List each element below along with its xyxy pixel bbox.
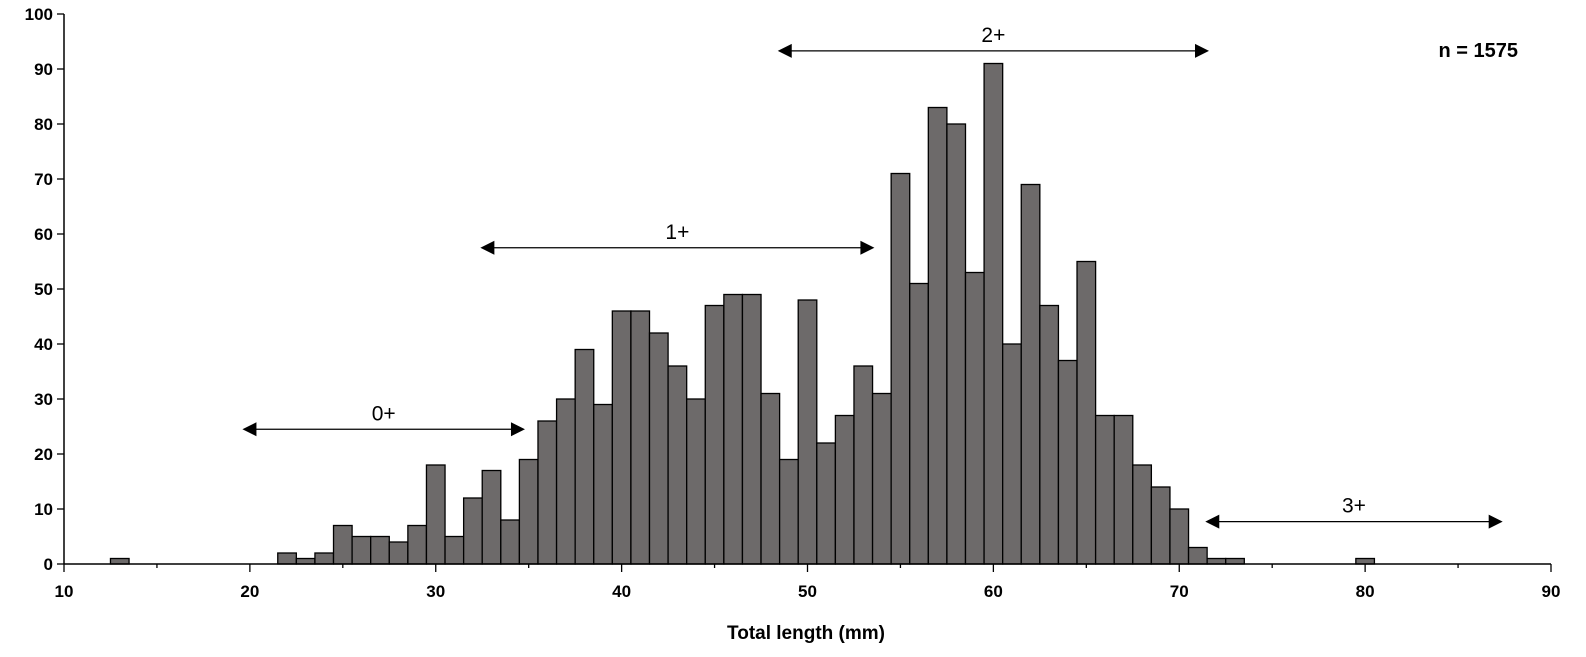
x-tick-label: 20 bbox=[240, 582, 259, 601]
histogram-bar bbox=[946, 123, 967, 565]
histogram-bar bbox=[871, 392, 892, 565]
age-class-label: 2+ bbox=[981, 24, 1005, 47]
histogram-bar bbox=[537, 420, 558, 565]
age-class-annotation: 3+ bbox=[1205, 495, 1503, 529]
x-tick-label: 60 bbox=[984, 582, 1003, 601]
age-class-arrows: 0+ 1+ 2+ 3+ bbox=[242, 24, 1503, 529]
arrow-head-right bbox=[1194, 43, 1209, 58]
histogram-bar bbox=[109, 557, 130, 565]
histogram-bar bbox=[481, 469, 502, 565]
x-tick-label: 50 bbox=[798, 582, 817, 601]
histogram-bar bbox=[518, 458, 539, 565]
histogram-bar bbox=[500, 519, 521, 565]
age-class-annotation: 2+ bbox=[777, 24, 1209, 58]
histogram-bar bbox=[741, 293, 762, 565]
age-class-label: 3+ bbox=[1342, 495, 1366, 518]
histogram-bar bbox=[407, 524, 428, 565]
histogram-bar bbox=[388, 541, 409, 565]
histogram-bar bbox=[983, 62, 1004, 565]
x-tick-label: 90 bbox=[1542, 582, 1561, 601]
histogram-bar bbox=[574, 348, 595, 565]
age-class-annotation: 0+ bbox=[242, 402, 525, 437]
histogram-bar bbox=[909, 282, 929, 565]
histogram-bar bbox=[444, 535, 465, 565]
histogram-bar bbox=[277, 552, 297, 565]
y-tick-label: 80 bbox=[34, 115, 53, 134]
age-class-label: 0+ bbox=[372, 402, 396, 425]
y-tick-label: 40 bbox=[34, 335, 53, 354]
histogram-bar bbox=[1076, 260, 1097, 565]
histogram-bar bbox=[1039, 304, 1060, 565]
arrow-head-right bbox=[510, 422, 525, 437]
y-tick-label: 60 bbox=[34, 225, 53, 244]
histogram-bar bbox=[834, 414, 855, 565]
y-tick-label: 30 bbox=[34, 390, 53, 409]
x-axis-title: Total length (mm) bbox=[727, 623, 885, 644]
histogram-bar bbox=[1225, 557, 1245, 565]
bars-group bbox=[109, 62, 1376, 565]
y-tick-label: 10 bbox=[34, 500, 53, 519]
y-tick-label: 0 bbox=[44, 555, 53, 574]
histogram-bar bbox=[1169, 508, 1190, 565]
y-tick-label: 100 bbox=[25, 5, 53, 24]
y-tick-label: 20 bbox=[34, 445, 53, 464]
age-class-annotation: 1+ bbox=[480, 221, 875, 255]
x-tick-label: 10 bbox=[55, 582, 74, 601]
histogram-bar bbox=[295, 557, 316, 565]
arrow-head-right bbox=[1488, 514, 1503, 529]
histogram-bar bbox=[927, 106, 948, 565]
histogram-bar bbox=[964, 271, 985, 565]
arrow-head-right bbox=[860, 240, 875, 255]
histogram-bar bbox=[351, 535, 372, 565]
histogram-bar bbox=[760, 392, 781, 565]
y-ticks: 0 10 20 30 40 50 60 70 80 90 100 bbox=[25, 5, 64, 574]
histogram-bar bbox=[1057, 359, 1078, 565]
arrow-head-left bbox=[242, 422, 257, 437]
histogram-bar bbox=[816, 442, 837, 565]
y-tick-label: 90 bbox=[34, 60, 53, 79]
histogram-bar bbox=[462, 497, 483, 565]
histogram-bar bbox=[611, 310, 632, 565]
histogram-bar bbox=[723, 293, 744, 565]
histogram-bar bbox=[1132, 464, 1153, 565]
histogram-bar bbox=[593, 403, 613, 565]
histogram-bar bbox=[1187, 546, 1208, 565]
x-tick-label: 80 bbox=[1356, 582, 1375, 601]
histogram-bar bbox=[797, 299, 818, 565]
arrow-head-left bbox=[777, 43, 792, 58]
sample-size-label: n = 1575 bbox=[1438, 40, 1518, 62]
x-tick-label: 40 bbox=[612, 582, 631, 601]
histogram-bar bbox=[332, 524, 353, 565]
histogram-bar bbox=[630, 310, 651, 565]
histogram-bar bbox=[370, 535, 390, 565]
histogram-bar bbox=[1020, 183, 1041, 565]
histogram-bar bbox=[667, 365, 688, 565]
histogram-bar bbox=[1150, 486, 1171, 565]
age-class-label: 1+ bbox=[665, 221, 689, 244]
arrow-head-left bbox=[1205, 514, 1220, 529]
histogram-bar bbox=[686, 398, 706, 565]
histogram-bar bbox=[314, 552, 335, 565]
x-tick-label: 30 bbox=[426, 582, 445, 601]
histogram-bar bbox=[1002, 343, 1022, 565]
histogram-bar bbox=[648, 332, 669, 565]
y-tick-label: 70 bbox=[34, 170, 53, 189]
histogram-bar bbox=[1113, 414, 1134, 565]
histogram-bar bbox=[555, 398, 576, 565]
histogram-bar bbox=[1206, 557, 1227, 565]
histogram-bar bbox=[425, 464, 446, 565]
histogram-bar bbox=[778, 458, 799, 565]
histogram-bar bbox=[1094, 414, 1115, 565]
x-ticks: 10 20 30 40 50 60 70 80 90 bbox=[55, 564, 1561, 601]
x-tick-label: 70 bbox=[1170, 582, 1189, 601]
histogram-bar bbox=[1355, 557, 1376, 565]
histogram-bar bbox=[853, 365, 874, 565]
histogram-bar bbox=[890, 172, 911, 565]
y-tick-label: 50 bbox=[34, 280, 53, 299]
histogram-bar bbox=[704, 304, 725, 565]
arrow-head-left bbox=[480, 240, 495, 255]
